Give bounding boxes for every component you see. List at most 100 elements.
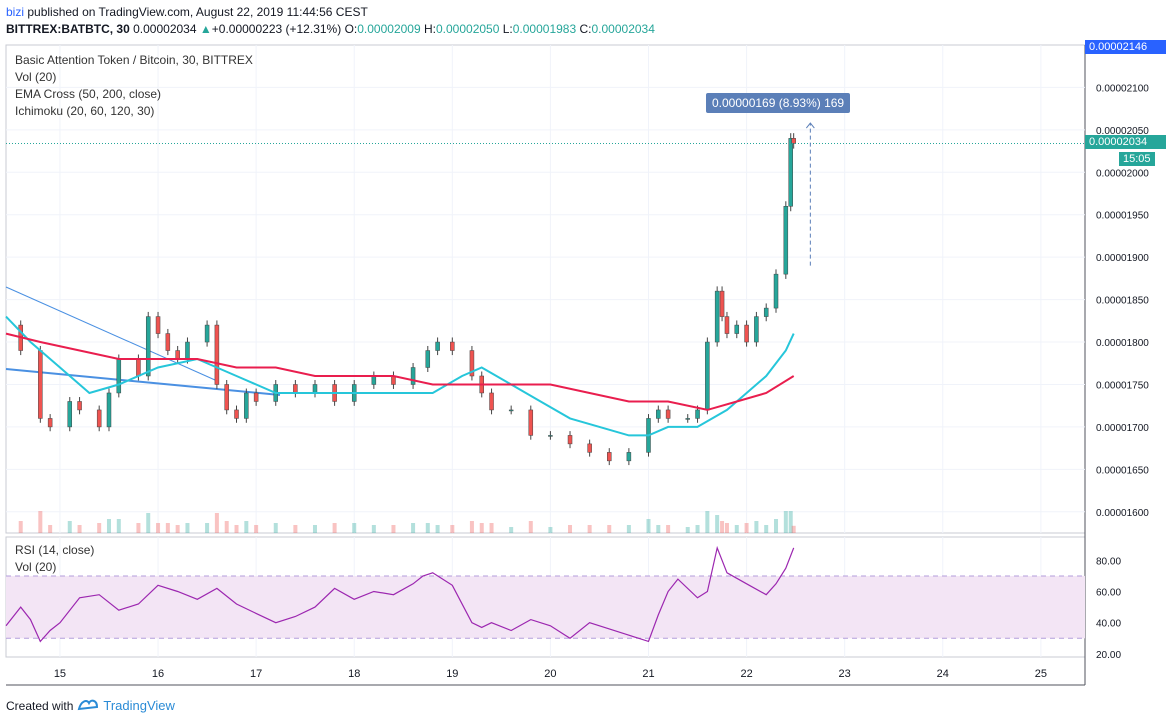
x-tick-label: 24 bbox=[937, 668, 949, 680]
candle-body bbox=[489, 392, 494, 411]
candle-body bbox=[175, 350, 180, 360]
legend-rsi-vol: Vol (20) bbox=[15, 560, 57, 574]
volume-bar bbox=[205, 523, 210, 533]
y-tick-label: 0.00001750 bbox=[1096, 380, 1149, 391]
candle-body bbox=[67, 401, 73, 428]
x-tick-label: 25 bbox=[1035, 668, 1047, 680]
x-tick-label: 18 bbox=[348, 668, 360, 680]
volume-bar bbox=[607, 525, 612, 533]
high-label: H: bbox=[423, 22, 436, 36]
volume-bar bbox=[411, 523, 416, 533]
volume-bar bbox=[312, 525, 317, 533]
volume-bar bbox=[234, 525, 239, 533]
tradingview-logo-icon bbox=[77, 697, 99, 714]
candle-body bbox=[450, 341, 455, 351]
up-arrow-icon: ▲ bbox=[199, 22, 212, 36]
legend-rsi: RSI (14, close) bbox=[15, 543, 95, 557]
y-tick-label: 0.00001700 bbox=[1096, 423, 1149, 434]
username-link[interactable]: bizi bbox=[6, 5, 25, 19]
volume-bar bbox=[489, 523, 494, 533]
volume-bar bbox=[469, 521, 474, 533]
candle-body bbox=[38, 350, 43, 419]
x-tick-label: 20 bbox=[544, 668, 556, 680]
volume-bar bbox=[788, 511, 793, 533]
candle-body bbox=[587, 443, 592, 453]
x-tick-label: 17 bbox=[250, 668, 262, 680]
volume-bar bbox=[548, 527, 553, 533]
candle-body bbox=[116, 358, 122, 394]
volume-bar bbox=[764, 525, 769, 533]
candle-body bbox=[719, 290, 725, 317]
volume-bar bbox=[77, 525, 82, 533]
candle-body bbox=[763, 307, 769, 317]
volume-bar bbox=[656, 525, 661, 533]
candle-body bbox=[695, 409, 700, 419]
trendline-2 bbox=[5, 368, 281, 396]
last-price: 0.00002034 bbox=[133, 22, 197, 36]
volume-bar bbox=[715, 515, 720, 533]
volume-bar bbox=[666, 525, 671, 533]
x-tick-label: 23 bbox=[839, 668, 851, 680]
open-value: 0.00002009 bbox=[357, 22, 421, 36]
ohlc-bar: BITTREX:BATBTC, 30 0.00002034 ▲+0.000002… bbox=[6, 22, 655, 36]
candle-body bbox=[293, 384, 298, 394]
footer-brand[interactable]: TradingView bbox=[103, 698, 175, 713]
candle-body bbox=[312, 384, 318, 394]
high-value: 0.00002050 bbox=[435, 22, 500, 36]
candle-body bbox=[155, 316, 161, 334]
volume-bar bbox=[185, 523, 190, 533]
y-tick-label: 0.00001800 bbox=[1096, 338, 1149, 349]
volume-bar bbox=[724, 523, 729, 533]
x-tick-label: 16 bbox=[152, 668, 164, 680]
candle-body bbox=[145, 316, 151, 377]
candle-body bbox=[734, 324, 740, 334]
candle-body bbox=[214, 324, 220, 385]
low-label: L: bbox=[502, 22, 513, 36]
volume-bar bbox=[528, 521, 533, 533]
volume-bar bbox=[479, 523, 484, 533]
volume-bar bbox=[136, 523, 141, 533]
candle-body bbox=[656, 409, 661, 419]
volume-bar bbox=[224, 521, 229, 533]
volume-bar bbox=[744, 523, 749, 533]
ema-200-line bbox=[5, 332, 795, 411]
candle-body bbox=[705, 341, 710, 411]
volume-bar bbox=[734, 525, 739, 533]
candle-body bbox=[425, 350, 431, 368]
measure-arrow-head bbox=[805, 122, 815, 129]
candle-body bbox=[754, 316, 759, 343]
volume-bar bbox=[435, 525, 440, 533]
volume-bar bbox=[156, 523, 161, 533]
volume-bar bbox=[332, 523, 337, 533]
volume-bar bbox=[568, 525, 573, 533]
volume-bar bbox=[754, 521, 759, 533]
volume-bar bbox=[626, 525, 631, 533]
volume-bar bbox=[783, 511, 788, 533]
candle-body bbox=[253, 392, 259, 402]
candle-body bbox=[714, 290, 720, 343]
top-price-label: 0.00002146 bbox=[1085, 40, 1166, 54]
trendline-1 bbox=[5, 286, 216, 381]
x-tick-label: 21 bbox=[642, 668, 654, 680]
main-pane-border bbox=[5, 44, 1086, 534]
volume-bar bbox=[587, 525, 592, 533]
volume-bar bbox=[18, 521, 23, 533]
candle-body bbox=[204, 324, 210, 343]
candle-body bbox=[548, 435, 553, 437]
candle-body bbox=[96, 409, 102, 428]
volume-bar bbox=[774, 519, 779, 533]
footer: Created with TradingView bbox=[6, 697, 175, 714]
x-tick-label: 19 bbox=[446, 668, 458, 680]
y-tick-label: 0.00002100 bbox=[1096, 83, 1149, 94]
legend-vol: Vol (20) bbox=[15, 70, 57, 84]
y-tick-label: 0.00001850 bbox=[1096, 296, 1149, 307]
candle-body bbox=[685, 418, 690, 420]
volume-bar bbox=[791, 525, 796, 533]
candle-body bbox=[224, 384, 229, 411]
x-tick-label: 15 bbox=[54, 668, 66, 680]
volume-bar bbox=[646, 519, 651, 533]
volume-bar bbox=[214, 513, 219, 533]
volume-bar bbox=[425, 523, 430, 533]
close-label: C: bbox=[579, 22, 592, 36]
